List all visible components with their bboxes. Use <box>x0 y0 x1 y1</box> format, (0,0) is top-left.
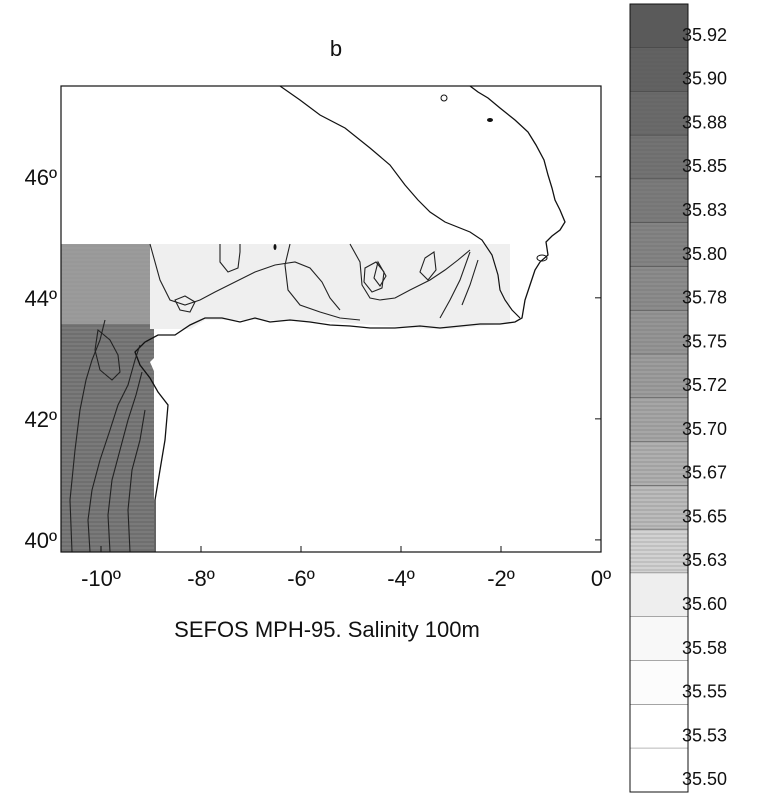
coastline <box>134 86 566 552</box>
x-tick-label: -2º <box>487 566 515 591</box>
x-axis: -10º -8º -6º -4º -2º 0º <box>81 546 611 591</box>
island <box>536 254 548 262</box>
salinity-field-mid <box>61 244 154 324</box>
land-mass <box>150 86 601 552</box>
colorbar-label: 35.72 <box>682 375 727 395</box>
colorbar-swatch <box>630 704 688 749</box>
colorbar-swatch-texture <box>630 4 688 48</box>
colorbar-label: 35.63 <box>682 550 727 570</box>
colorbar-label: 35.83 <box>682 200 727 220</box>
colorbar-label: 35.58 <box>682 638 727 658</box>
colorbar-swatch-texture <box>630 441 688 486</box>
y-tick-label: 44º <box>24 286 57 311</box>
colorbar: 35.92 35.90 35.88 35.85 35.83 35.80 35.78 35.75… <box>629 3 727 793</box>
x-tick-label: -10º <box>81 566 121 591</box>
colorbar-label: 35.80 <box>682 244 727 264</box>
colorbar-swatch <box>630 748 688 792</box>
island <box>273 244 277 250</box>
colorbar-swatch-texture <box>630 310 688 355</box>
y-axis: 40º 42º 44º 46º <box>24 165 601 553</box>
map-plot-area <box>61 86 601 552</box>
colorbar-swatch-texture <box>630 354 688 398</box>
colorbar-swatch-texture <box>630 529 688 574</box>
colorbar-swatch-texture <box>630 485 688 530</box>
colorbar-swatch <box>630 616 688 661</box>
colorbar-label: 35.85 <box>682 156 727 176</box>
y-tick-label: 42º <box>24 407 57 432</box>
colorbar-swatch-texture <box>630 179 688 223</box>
colorbar-label: 35.90 <box>682 69 727 89</box>
colorbar-swatch-texture <box>630 47 688 92</box>
colorbar-frame <box>629 3 689 793</box>
colorbar-label: 35.65 <box>682 506 727 526</box>
x-tick-label: -4º <box>387 566 415 591</box>
y-tick-label: 46º <box>24 165 57 190</box>
island <box>440 94 448 102</box>
colorbar-swatch-texture <box>630 398 688 442</box>
coastline-north <box>279 86 521 319</box>
x-tick-label: -8º <box>187 566 215 591</box>
x-tick-label: -6º <box>287 566 315 591</box>
colorbar-label: 35.50 <box>682 769 727 789</box>
colorbar-label: 35.67 <box>682 463 727 483</box>
colorbar-label: 35.92 <box>682 25 727 45</box>
figure-caption: SEFOS MPH-95. Salinity 100m <box>174 617 480 642</box>
colorbar-label: 35.53 <box>682 725 727 745</box>
salinity-contours <box>69 243 479 552</box>
colorbar-swatch <box>630 660 688 705</box>
colorbar-label: 35.78 <box>682 288 727 308</box>
y-tick-label: 40º <box>24 528 57 553</box>
colorbar-swatch-texture <box>630 91 688 136</box>
colorbar-swatch-texture <box>630 135 688 180</box>
map-frame <box>60 85 602 553</box>
colorbar-label: 35.70 <box>682 419 727 439</box>
x-tick-label: 0º <box>591 566 611 591</box>
colorbar-label: 35.55 <box>682 682 727 702</box>
island <box>487 118 493 122</box>
colorbar-swatch-texture <box>630 266 688 311</box>
colorbar-swatch <box>630 573 688 617</box>
colorbar-label: 35.75 <box>682 331 727 351</box>
colorbar-swatch-texture <box>630 222 688 267</box>
colorbar-label: 35.88 <box>682 112 727 132</box>
salinity-field-low <box>150 244 510 329</box>
panel-label: b <box>330 36 342 61</box>
colorbar-label: 35.60 <box>682 594 727 614</box>
